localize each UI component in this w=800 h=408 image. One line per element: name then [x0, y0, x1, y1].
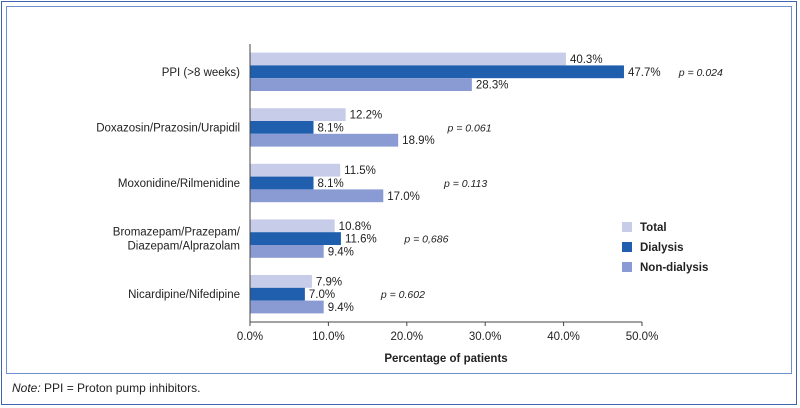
legend-label: Non-dialysis	[640, 262, 708, 274]
data-label: 10.8%	[339, 221, 372, 233]
bar	[250, 65, 624, 79]
bar	[250, 163, 341, 177]
legend-label: Total	[640, 222, 667, 234]
legend-swatch	[622, 242, 632, 252]
x-tick-label: 10.0%	[312, 331, 345, 343]
bar	[250, 219, 335, 233]
data-label: 9.4%	[328, 302, 354, 314]
p-value-label: p = 0.024	[678, 67, 723, 79]
data-label: 7.9%	[316, 276, 342, 288]
bar	[250, 108, 346, 121]
data-label: 11.6%	[345, 234, 377, 246]
bar	[250, 300, 324, 314]
bar	[250, 245, 324, 258]
category-label: Bromazepam/Prazepam/	[113, 227, 241, 239]
chart-panel	[6, 6, 792, 374]
legend-swatch	[622, 222, 632, 232]
legend-label: Dialysis	[640, 242, 683, 254]
x-tick-label: 30.0%	[469, 331, 502, 343]
bar	[250, 287, 305, 301]
data-label: 47.7%	[628, 67, 661, 79]
data-label: 28.3%	[476, 80, 509, 92]
bar	[250, 52, 566, 66]
bar	[250, 189, 384, 203]
data-label: 8.1%	[318, 122, 344, 134]
data-label: 40.3%	[570, 54, 603, 66]
note-label: Note:	[12, 381, 41, 395]
bar	[250, 121, 314, 134]
x-tick-label: 40.0%	[547, 331, 580, 343]
bar	[250, 133, 399, 147]
category-label: PPI (>8 weeks)	[162, 67, 240, 79]
x-tick-label: 0.0%	[237, 331, 263, 343]
p-value-label: p = 0.113	[443, 178, 487, 190]
bars-layer	[250, 52, 624, 314]
legend: Total Dialysis Non-dialysis	[622, 222, 708, 274]
p-value-label: p = 0.061	[446, 122, 491, 134]
p-value-label: p = 0,686	[403, 234, 448, 246]
bar	[250, 176, 314, 190]
data-label: 7.0%	[309, 289, 335, 301]
data-label: 12.2%	[350, 110, 383, 122]
data-label: 9.4%	[328, 246, 354, 258]
category-label: Moxonidine/Rilmenidine	[118, 178, 240, 190]
data-label: 18.9%	[402, 135, 435, 147]
category-label: Nicardipine/Nifedipine	[128, 289, 240, 301]
x-tick-label: 20.0%	[390, 331, 423, 343]
p-value-label: p = 0.602	[380, 289, 425, 301]
category-label: Doxazosin/Prazosin/Urapidil	[96, 122, 240, 134]
legend-swatch	[622, 262, 632, 272]
bar	[250, 232, 341, 245]
data-label: 11.5%	[344, 165, 376, 177]
data-label: 17.0%	[387, 191, 420, 203]
labels-layer: 40.3% 47.7% 28.3% PPI (>8 weeks) p = 0.024 12…	[96, 54, 723, 314]
x-axis-title: Percentage of patients	[384, 353, 507, 365]
axis-layer: 0.0% 10.0% 20.0% 30.0% 40.0% 50.0% Percentage …	[237, 44, 658, 365]
bar	[250, 78, 472, 91]
note-text: PPI = Proton pump inhibitors.	[40, 381, 201, 395]
footnote: Note: PPI = Proton pump inhibitors.	[12, 381, 200, 395]
data-label: 8.1%	[318, 178, 344, 190]
x-tick-label: 50.0%	[626, 331, 659, 343]
bar	[250, 275, 312, 288]
category-label: Diazepam/Alprazolam	[128, 241, 241, 253]
